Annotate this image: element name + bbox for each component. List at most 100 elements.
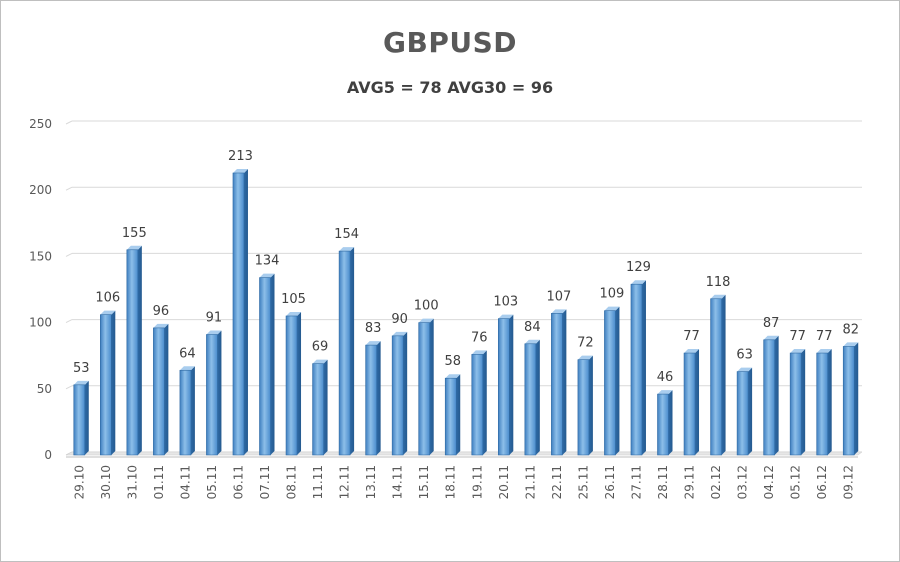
bar-front: [524, 343, 537, 456]
x-tick-label: 05.12: [789, 465, 803, 499]
bar-top: [737, 367, 753, 372]
bar-top: [153, 323, 169, 328]
bar-12.11: [338, 247, 355, 456]
bar-side: [111, 310, 116, 455]
bar-05.11: [206, 330, 222, 456]
bar-side: [403, 331, 408, 455]
bar-side: [456, 374, 461, 455]
bar-top: [630, 280, 646, 285]
bar-04.12: [763, 335, 779, 456]
bar-front: [100, 314, 112, 456]
x-tick-label: 03.12: [736, 465, 750, 499]
y-tick-label: 100: [29, 316, 52, 330]
bar-22.11: [551, 309, 567, 456]
x-tick-label: 29.10: [72, 465, 86, 499]
bar-front: [604, 310, 616, 456]
bar-side: [827, 349, 832, 455]
bar-top: [312, 359, 328, 364]
x-tick-label: 06.11: [231, 465, 245, 499]
x-tick-label: 04.11: [178, 465, 192, 499]
bar-side: [217, 330, 222, 455]
bar-06.11: [232, 168, 248, 456]
bar-front: [657, 393, 669, 456]
bar-29.10: [73, 380, 89, 456]
bar-31.10: [126, 245, 142, 456]
bar-front: [444, 377, 457, 456]
bars-layer: [73, 168, 859, 456]
bar-top: [259, 273, 275, 278]
bar-30.10: [100, 310, 116, 456]
x-tick-label: 13.11: [364, 465, 378, 499]
data-label: 77: [789, 329, 806, 344]
bar-side: [429, 318, 434, 455]
bar-front: [338, 250, 351, 456]
gridline-depth: [65, 252, 73, 257]
bar-front: [736, 371, 749, 456]
data-label: 118: [706, 275, 731, 290]
data-label: 63: [736, 348, 753, 363]
bar-side: [190, 366, 195, 455]
bar-side: [695, 349, 700, 455]
data-label: 58: [444, 354, 461, 369]
x-tick-label: 04.12: [762, 465, 776, 499]
bar-05.12: [789, 349, 806, 456]
bar-front: [816, 352, 829, 456]
data-label: 91: [206, 311, 223, 326]
x-tick-label: 14.11: [391, 465, 405, 499]
bar-02.12: [710, 294, 726, 456]
bar-top: [286, 311, 302, 316]
data-label: 77: [683, 329, 700, 344]
bar-front: [126, 249, 139, 456]
bar-side: [376, 341, 381, 455]
x-tick-label: 27.11: [629, 465, 643, 499]
bar-front: [630, 283, 643, 456]
data-label: 103: [493, 295, 518, 310]
data-label: 106: [95, 291, 120, 306]
bar-top: [577, 355, 593, 360]
bar-18.11: [444, 374, 461, 456]
bar-26.11: [604, 306, 620, 456]
bar-front: [206, 334, 218, 456]
x-tick-label: 01.11: [152, 465, 166, 499]
bar-front: [391, 335, 404, 456]
data-label: 64: [179, 346, 196, 361]
bar-top: [498, 314, 514, 319]
bar-front: [471, 354, 484, 456]
x-tick-label: 22.11: [550, 465, 564, 499]
bar-side: [323, 359, 328, 455]
bar-side: [801, 349, 806, 455]
x-tick-label: 09.12: [842, 465, 856, 499]
bar-top: [471, 350, 487, 355]
x-tick-label: 31.10: [125, 465, 139, 499]
bar-14.11: [391, 331, 408, 456]
x-tick-label: 28.11: [656, 465, 670, 499]
bar-front: [179, 369, 192, 456]
bar-top: [657, 390, 673, 395]
bar-27.11: [630, 280, 646, 456]
bar-top: [816, 349, 832, 354]
x-tick-label: 06.12: [815, 465, 829, 499]
bar-side: [774, 335, 779, 455]
bar-front: [232, 172, 245, 456]
data-label: 82: [842, 322, 859, 337]
data-label: 87: [763, 316, 780, 331]
data-label: 96: [153, 304, 170, 319]
x-tick-label: 08.11: [285, 465, 299, 499]
bar-19.11: [471, 350, 487, 456]
bar-top: [232, 168, 248, 173]
bar-side: [854, 342, 859, 455]
bar-side: [535, 339, 540, 455]
bar-07.11: [259, 273, 275, 456]
bar-top: [524, 339, 540, 344]
x-tick-label: 19.11: [470, 465, 484, 499]
bar-top: [100, 310, 116, 315]
bar-side: [641, 280, 646, 455]
bar-04.11: [179, 366, 195, 456]
y-tick-label: 0: [44, 448, 52, 462]
data-label: 76: [471, 330, 488, 345]
x-tick-label: 20.11: [497, 465, 511, 499]
bar-side: [588, 355, 593, 455]
bar-front: [365, 344, 377, 456]
bar-front: [710, 298, 722, 456]
